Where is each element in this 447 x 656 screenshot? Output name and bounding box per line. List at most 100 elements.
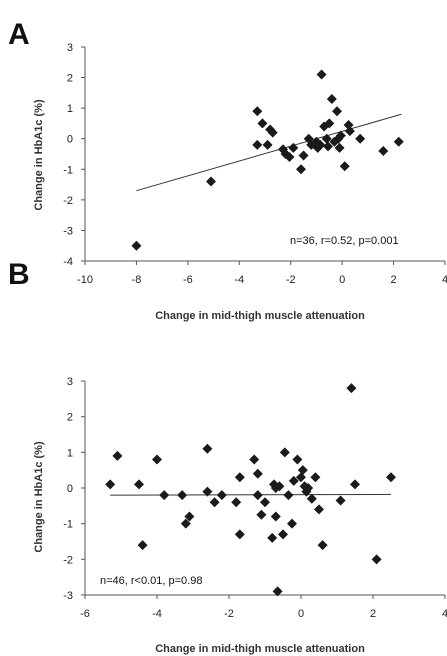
panel-b-data-point	[234, 472, 245, 483]
panel-b-data-point	[234, 529, 245, 540]
panel-label-a: A	[8, 18, 30, 51]
panel-a-data-point	[378, 145, 389, 156]
panel-a-data-point	[257, 118, 268, 129]
panel-a-x-tick-label: -8	[132, 274, 142, 286]
panel-a-data-point	[131, 240, 142, 251]
panel-a-y-tick-label: 0	[67, 134, 73, 146]
panel-b-x-tick-label: 0	[298, 608, 304, 620]
panel-b-data-point	[202, 443, 213, 454]
panel-b-data-point	[202, 486, 213, 497]
panel-b-data-point	[287, 518, 297, 529]
panel-b-data-point	[209, 497, 220, 508]
panel-b-data-point	[177, 490, 188, 501]
panel-a-x-tick-label: 4	[442, 274, 447, 286]
panel-a-x-tick-label: -4	[234, 274, 244, 286]
panel-a-data-point	[324, 118, 335, 129]
panel-a-data-point	[323, 141, 333, 152]
panel-a-x-tick-label: 0	[339, 274, 345, 286]
panel-a-data-point	[298, 150, 309, 161]
panel-b-y-tick-label: -1	[63, 519, 73, 531]
panel-b-x-tick-label: 4	[442, 608, 447, 620]
panel-b-data-point	[310, 472, 321, 483]
panel-b-y-tick-label: 3	[67, 376, 73, 388]
panel-b-data-point	[346, 383, 357, 394]
panel-b-data-point	[252, 490, 263, 501]
panel-b-y-tick-label: 2	[67, 412, 73, 424]
panel-a-trend-line	[136, 113, 402, 192]
panel-b-data-point	[386, 472, 396, 483]
panel-b-data-point	[180, 518, 191, 529]
panel-a-data-point	[252, 106, 263, 117]
panel-b-data-point	[350, 479, 360, 490]
panel-b-data-point	[292, 454, 303, 465]
panel-b-data-point	[278, 529, 288, 540]
panel-b-data-point	[137, 540, 148, 551]
panel-b-data-point	[314, 504, 324, 515]
panel-b-x-tick-label: -4	[152, 608, 162, 620]
panel-a-x-tick-label: -6	[183, 274, 193, 286]
panel-b-data-point	[231, 497, 242, 508]
panel-b-data-point	[105, 479, 116, 490]
panel-b-x-tick-label: 2	[370, 608, 376, 620]
panel-a-data-point	[284, 152, 295, 163]
panel-a-data-point	[315, 139, 326, 150]
panel-a-data-point	[316, 69, 327, 80]
panel-a-x-axis-title: Change in mid-thigh muscle attenuation	[155, 310, 365, 322]
panel-label-b: B	[8, 258, 30, 291]
panel-b-data-point	[184, 511, 195, 522]
panel-b-data-point	[159, 490, 170, 501]
panel-b-x-axis-title: Change in mid-thigh muscle attenuation	[155, 643, 365, 655]
panel-b-data-point	[249, 454, 260, 465]
panel-b-data-point	[134, 479, 144, 490]
panel-a-x-tick-label: 2	[391, 274, 397, 286]
panel-b-data-point	[270, 511, 281, 522]
panel-b-data-point	[306, 493, 317, 504]
panel-b-y-tick-label: 1	[67, 447, 73, 459]
panel-a-data-point	[288, 142, 299, 153]
panel-b-data-point	[256, 509, 267, 520]
panel-b-y-tick-label: 0	[67, 483, 73, 495]
panel-b-trend-line	[110, 493, 392, 496]
panel-b-data-point	[152, 454, 162, 465]
panel-b-data-point	[274, 481, 285, 492]
panel-a-y-axis-title: Change in HbA1c (%)	[33, 99, 45, 211]
panel-b-data-point	[317, 540, 328, 551]
panel-a-data-point	[335, 130, 346, 141]
panel-a-stats-annotation: n=36, r=0.52, p=0.001	[290, 235, 399, 247]
panel-b-data-point	[272, 586, 283, 597]
panel-a-x-tick-label: -10	[77, 274, 93, 286]
panel-a-data-point	[344, 126, 355, 137]
panel-b-data-point	[297, 465, 308, 476]
panel-a-y-tick-label: -3	[63, 225, 73, 237]
panel-a-y-tick-label: 3	[67, 42, 73, 54]
panel-a-data-point	[267, 127, 278, 138]
panel-b-y-tick-label: -2	[63, 554, 73, 566]
panel-b-data-point	[216, 490, 227, 501]
panel-b-stats-annotation: n=46, r<0.01, p=0.98	[100, 575, 202, 587]
panel-b-x-tick-label: -6	[80, 608, 90, 620]
panel-b-x-tick-label: -2	[224, 608, 234, 620]
panel-b-data-point	[279, 447, 290, 458]
panel-a-data-point	[334, 142, 345, 153]
panel-b-data-point	[283, 490, 294, 501]
panel-b-data-point	[260, 497, 270, 508]
panel-a-x-tick-label: -2	[286, 274, 296, 286]
panel-b-plot: -3 -2 -1 0 1 2 3 -6 -4 -2 0 2 4	[63, 376, 447, 620]
panel-b-data-point	[335, 495, 346, 506]
panel-b-data-point	[288, 475, 299, 486]
panel-a-data-point	[339, 161, 350, 172]
panel-a-data-point	[252, 139, 263, 150]
panel-a-data-point	[262, 139, 273, 150]
panel-a-y-tick-label: -4	[63, 256, 73, 268]
panel-b-data-point	[252, 468, 263, 479]
panel-b-y-tick-label: -3	[63, 590, 73, 602]
panel-a-data-point	[321, 133, 332, 144]
panel-a-data-point	[332, 106, 342, 117]
panel-a-data-point	[206, 176, 216, 187]
panel-b-data-point	[267, 532, 278, 543]
panel-b-data-point	[303, 483, 314, 493]
panel-a-data-point	[326, 93, 337, 104]
panel-a-data-point	[306, 139, 317, 150]
